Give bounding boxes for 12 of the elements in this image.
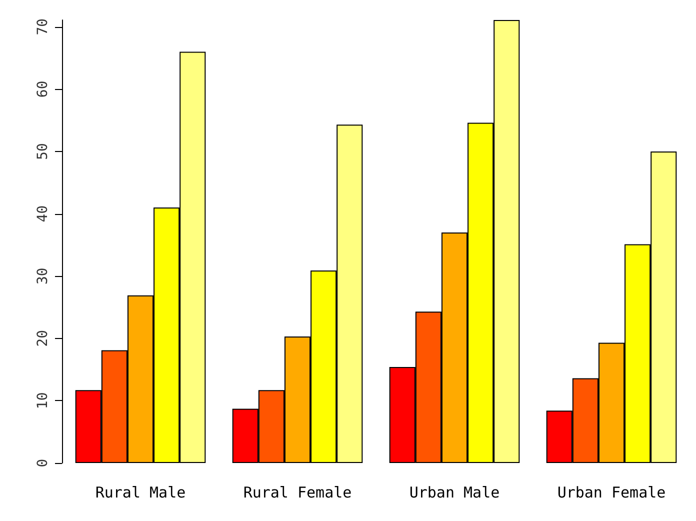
y-tick-label: 30 (35, 268, 51, 285)
y-tick-label: 20 (35, 330, 51, 347)
y-tick-label: 70 (35, 18, 51, 36)
y-tick-label: 50 (35, 143, 51, 160)
x-tick-label: Rural Male (95, 484, 186, 502)
y-tick-label: 60 (35, 80, 51, 98)
y-tick-label: 10 (35, 392, 51, 410)
x-tick-label: Urban Male (409, 484, 500, 502)
y-tick-label: 0 (35, 458, 51, 468)
x-tick-label: Urban Female (557, 484, 666, 502)
x-tick-label: Rural Female (243, 484, 352, 502)
y-tick-label: 40 (35, 205, 51, 222)
